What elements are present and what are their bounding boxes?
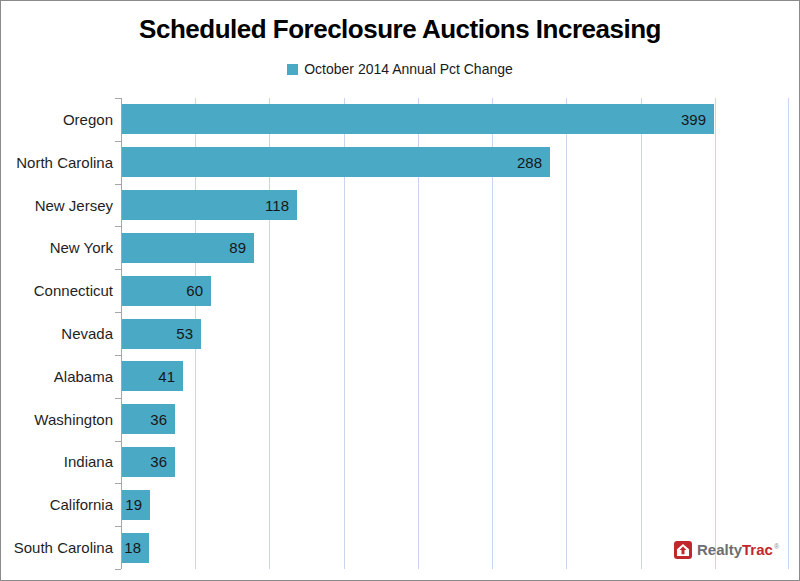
category-label: New Jersey: [1, 184, 113, 227]
bar-data-label: 19: [125, 496, 150, 513]
plot-area: 399 288 118 89 60 53 41 36 36 19 18: [121, 98, 789, 569]
axis-tick: [115, 141, 121, 142]
axis-tick: [115, 526, 121, 527]
axis-tick: [115, 569, 121, 570]
bar-nevada: 53: [122, 319, 201, 349]
gridline-400: [715, 98, 716, 569]
bar-connecticut: 60: [122, 276, 211, 306]
bar-new-jersey: 118: [122, 190, 297, 220]
bar-data-label: 36: [150, 453, 175, 470]
category-label: North Carolina: [1, 141, 113, 184]
gridline-300: [566, 98, 567, 569]
gridline-450: [788, 98, 789, 569]
category-label: Connecticut: [1, 269, 113, 312]
bar-oregon: 399: [122, 104, 714, 134]
chart-frame: Scheduled Foreclosure Auctions Increasin…: [0, 0, 800, 581]
bar-data-label: 118: [265, 197, 297, 214]
category-label: Nevada: [1, 312, 113, 355]
bar-washington: 36: [122, 404, 175, 434]
axis-tick: [115, 398, 121, 399]
category-axis-labels: OregonNorth CarolinaNew JerseyNew YorkCo…: [1, 98, 113, 569]
axis-tick: [115, 441, 121, 442]
gridline-350: [641, 98, 642, 569]
category-label: South Carolina: [1, 526, 113, 569]
axis-tick: [115, 312, 121, 313]
logo-registered-mark: ®: [774, 543, 779, 550]
bar-data-label: 89: [229, 239, 254, 256]
logo-text-trac: Trac: [742, 541, 773, 558]
realtytrac-logo: RealtyTrac®: [674, 541, 779, 559]
logo-text-realty: Realty: [697, 541, 742, 558]
bar-data-label: 60: [186, 282, 211, 299]
bar-data-label: 36: [150, 411, 175, 428]
bar-data-label: 41: [158, 368, 183, 385]
axis-tick: [115, 184, 121, 185]
axis-tick: [115, 355, 121, 356]
bar-california: 19: [122, 490, 150, 520]
bar-data-label: 53: [176, 325, 201, 342]
category-label: California: [1, 483, 113, 526]
bar-indiana: 36: [122, 447, 175, 477]
bar-data-label: 399: [681, 111, 714, 128]
realtytrac-wordmark: RealtyTrac®: [697, 541, 779, 559]
legend-marker-swatch: [287, 64, 298, 75]
category-label: Washington: [1, 398, 113, 441]
axis-tick: [115, 269, 121, 270]
chart-title: Scheduled Foreclosure Auctions Increasin…: [1, 14, 799, 45]
bar-south-carolina: 18: [122, 533, 149, 563]
bar-alabama: 41: [122, 361, 183, 391]
axis-tick: [115, 98, 121, 99]
bar-data-label: 18: [124, 539, 149, 556]
bar-data-label: 288: [517, 154, 550, 171]
realtytrac-house-icon: [674, 541, 692, 559]
category-label: Oregon: [1, 98, 113, 141]
category-label: Indiana: [1, 441, 113, 484]
bar-north-carolina: 288: [122, 147, 550, 177]
axis-tick: [115, 226, 121, 227]
category-label: New York: [1, 226, 113, 269]
bar-new-york: 89: [122, 233, 254, 263]
category-label: Alabama: [1, 355, 113, 398]
legend: October 2014 Annual Pct Change: [1, 61, 799, 77]
axis-tick: [115, 483, 121, 484]
legend-label: October 2014 Annual Pct Change: [304, 61, 513, 77]
